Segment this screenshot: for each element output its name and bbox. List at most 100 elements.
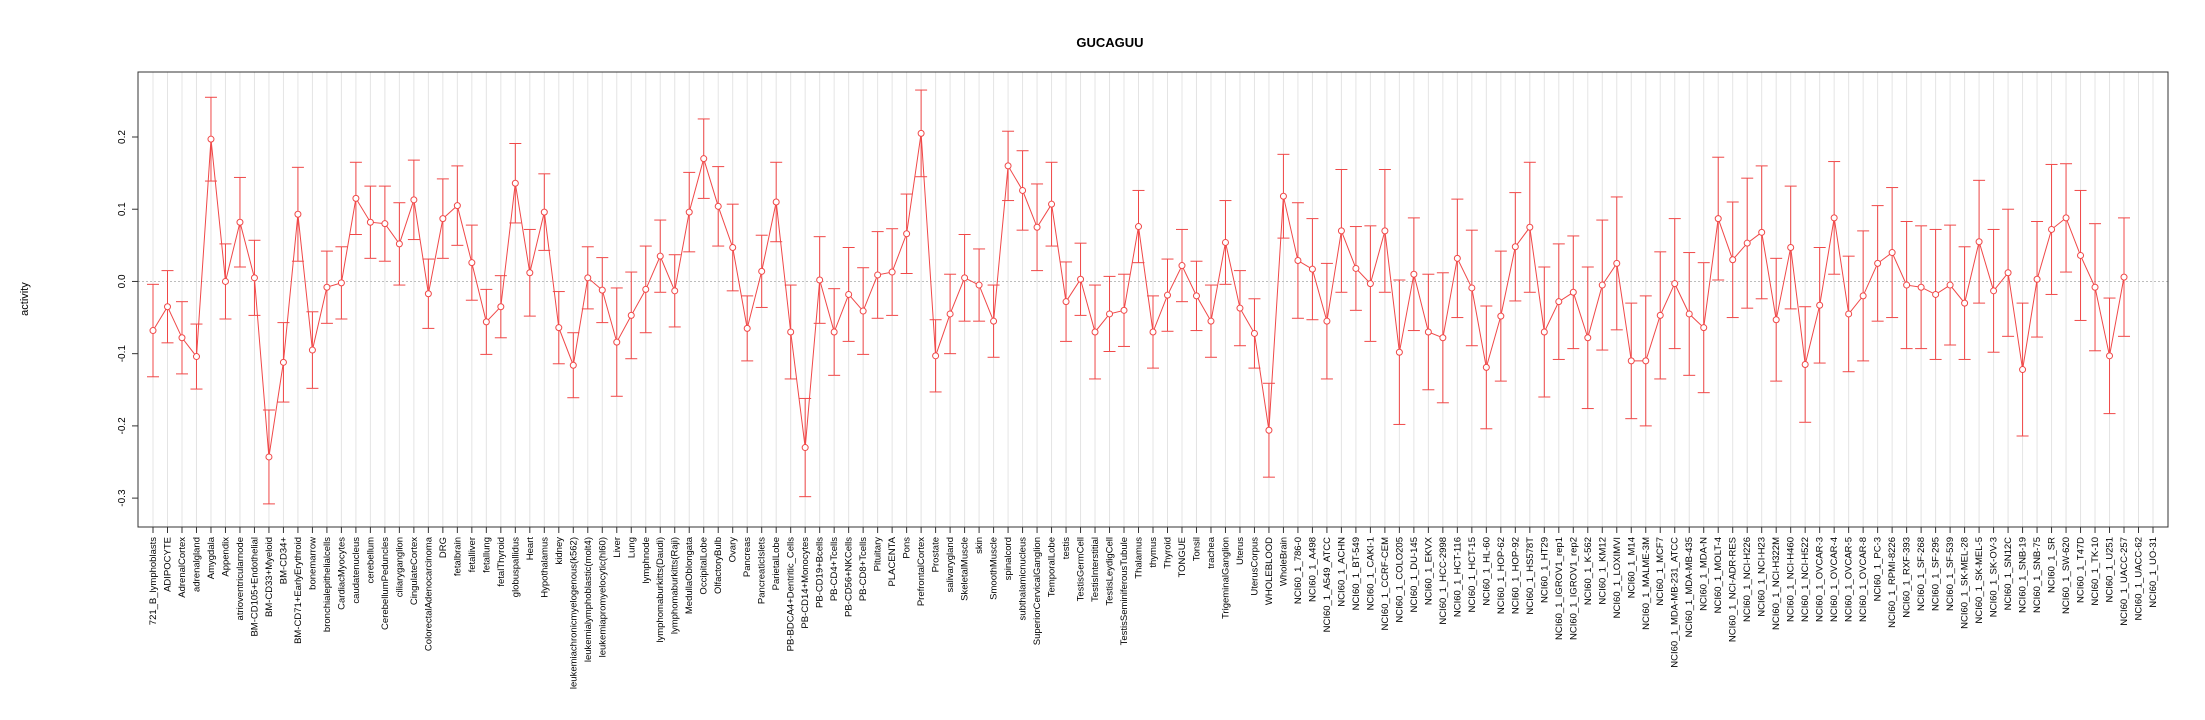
- x-tick-label: NCI60_1_OVCAR-8: [1858, 537, 1869, 622]
- x-tick-label: NCI60_1_HS578T: [1525, 537, 1536, 615]
- x-tick-label: NCI60_1_PC-3: [1873, 537, 1884, 601]
- x-tick-label: NCI60_1_BT-549: [1351, 537, 1362, 610]
- x-tick-label: NCI60_1_CCRF-CEM: [1380, 537, 1391, 631]
- data-point: [308, 346, 316, 354]
- data-point: [1048, 200, 1056, 208]
- data-point: [1714, 215, 1722, 223]
- data-point: [453, 202, 461, 210]
- x-tick-label: CerebellumPeduncles: [380, 537, 391, 630]
- x-tick-label: leukemiapromyelocytic(hl60): [597, 537, 608, 657]
- x-tick-label: NCI60_1_NCI-H522: [1800, 537, 1811, 622]
- x-tick-label: Ovary: [728, 537, 739, 563]
- x-tick-label: NCI60_1_HCC-2998: [1438, 537, 1449, 625]
- data-point: [1830, 214, 1838, 222]
- x-tick-label: NCI60_1_SF-539: [1945, 537, 1956, 611]
- x-tick-label: NCI60_1_HT29: [1539, 537, 1550, 603]
- data-point: [743, 324, 751, 332]
- data-point: [265, 453, 273, 461]
- data-point: [1888, 249, 1896, 257]
- data-point: [656, 252, 664, 260]
- x-tick-label: Appendix: [220, 537, 231, 577]
- data-point: [1540, 328, 1548, 336]
- x-tick-label: NCI60_1_HCT-116: [1452, 537, 1463, 617]
- x-tick-label: NCI60_1_SF-295: [1931, 537, 1942, 611]
- y-axis-label: activity: [19, 282, 31, 316]
- x-tick-label: skin: [974, 537, 985, 554]
- x-tick-label: NCI60_1_NCI-H23: [1757, 537, 1768, 617]
- x-tick-label: PB-CD4+Tcells: [829, 537, 840, 601]
- data-point: [932, 352, 940, 360]
- x-tick-label: NCI60_1_OVCAR-4: [1829, 537, 1840, 622]
- x-tick-label: NCI60_1_RXF-393: [1902, 537, 1913, 618]
- x-tick-label: Heart: [525, 537, 536, 561]
- data-point: [1033, 223, 1041, 231]
- x-tick-label: NCI60_1_MOLT-4: [1713, 537, 1724, 613]
- data-point: [323, 283, 331, 291]
- x-tick-label: NCI60_1_DU-145: [1409, 537, 1420, 613]
- data-point: [1990, 287, 1998, 295]
- x-tick-label: NCI60_1_OVCAR-3: [1815, 537, 1826, 622]
- data-point: [337, 279, 345, 287]
- data-point: [671, 287, 679, 295]
- data-point: [1439, 334, 1447, 342]
- data-point: [2004, 269, 2012, 277]
- data-point: [569, 361, 577, 369]
- x-tick-label: NCI60_1_SK-OV-3: [1989, 537, 2000, 617]
- x-tick-label: leukemialymphoblastic(molt4): [583, 537, 594, 662]
- data-point: [1932, 290, 1940, 298]
- x-tick-label: PrefrontalCortex: [916, 537, 927, 606]
- x-tick-label: PB-CD19+Bcells: [815, 537, 826, 608]
- x-tick-label: NCI60_1_HOP-92: [1510, 537, 1521, 614]
- x-tick-label: NCI60_1_NCI-H322M: [1771, 537, 1782, 630]
- x-tick-label: fetallung: [481, 537, 492, 573]
- x-tick-label: lymphomaburkitts(Raji): [670, 537, 681, 634]
- data-point: [1961, 299, 1969, 307]
- data-point: [2033, 275, 2041, 283]
- data-point: [1685, 310, 1693, 318]
- x-tick-label: NCI60_1_LOXIMVI: [1612, 537, 1623, 618]
- x-tick-label: NCI60_1_M14: [1626, 537, 1637, 598]
- x-tick-label: NCI60_1_MCF7: [1655, 537, 1666, 606]
- data-point: [1917, 283, 1925, 291]
- x-tick-label: TestisGermCell: [1076, 537, 1087, 601]
- data-point: [1192, 292, 1200, 300]
- data-point: [1613, 259, 1621, 267]
- data-point: [497, 303, 505, 311]
- x-tick-label: NCI60_1_NCI-H226: [1742, 537, 1753, 622]
- data-point: [1772, 316, 1780, 324]
- data-point: [584, 274, 592, 282]
- data-point: [1395, 348, 1403, 356]
- x-tick-label: NCI60_1_EKVX: [1423, 536, 1434, 605]
- data-point: [787, 328, 795, 336]
- x-tick-label: PancreaticIslets: [757, 537, 768, 604]
- x-tick-label: Pons: [902, 537, 913, 559]
- data-point: [1656, 311, 1664, 319]
- data-point: [714, 202, 722, 210]
- x-axis: 721_B_lymphoblasts ADIPOCYTE AdrenalCortex…: [148, 526, 2159, 689]
- x-tick-label: lymphomaburkitts(Daudi): [655, 537, 666, 643]
- data-point: [1787, 244, 1795, 251]
- x-tick-label: WholeBrain: [1278, 537, 1289, 586]
- data-point: [1149, 328, 1157, 336]
- x-tick-label: NCI60_1_K-562: [1583, 537, 1594, 605]
- data-point: [961, 274, 969, 282]
- x-tick-label: NCI60_1_SF-268: [1916, 537, 1927, 611]
- x-tick-label: trachea: [1206, 536, 1217, 568]
- x-tick-label: NCI60_1_HCT-15: [1467, 537, 1478, 613]
- x-tick-label: SmoothMuscle: [989, 537, 1000, 600]
- x-tick-label: ciliaryganglion: [394, 537, 405, 597]
- x-tick-label: 721_B_lymphoblasts: [148, 537, 159, 625]
- data-point: [801, 444, 809, 452]
- data-point: [1671, 280, 1679, 288]
- data-point: [2120, 273, 2128, 281]
- data-point: [1642, 357, 1650, 365]
- x-tick-label: ColorectalAdenocarcinoma: [423, 536, 434, 651]
- data-point: [395, 240, 403, 248]
- data-point: [2062, 214, 2070, 222]
- data-point: [540, 208, 548, 216]
- data-point: [1874, 259, 1882, 267]
- data-point: [1279, 192, 1287, 200]
- data-point: [1410, 270, 1418, 278]
- x-tick-label: NCI60_1_A549_ATCC: [1322, 537, 1333, 633]
- x-tick-label: spinalcord: [1003, 537, 1014, 580]
